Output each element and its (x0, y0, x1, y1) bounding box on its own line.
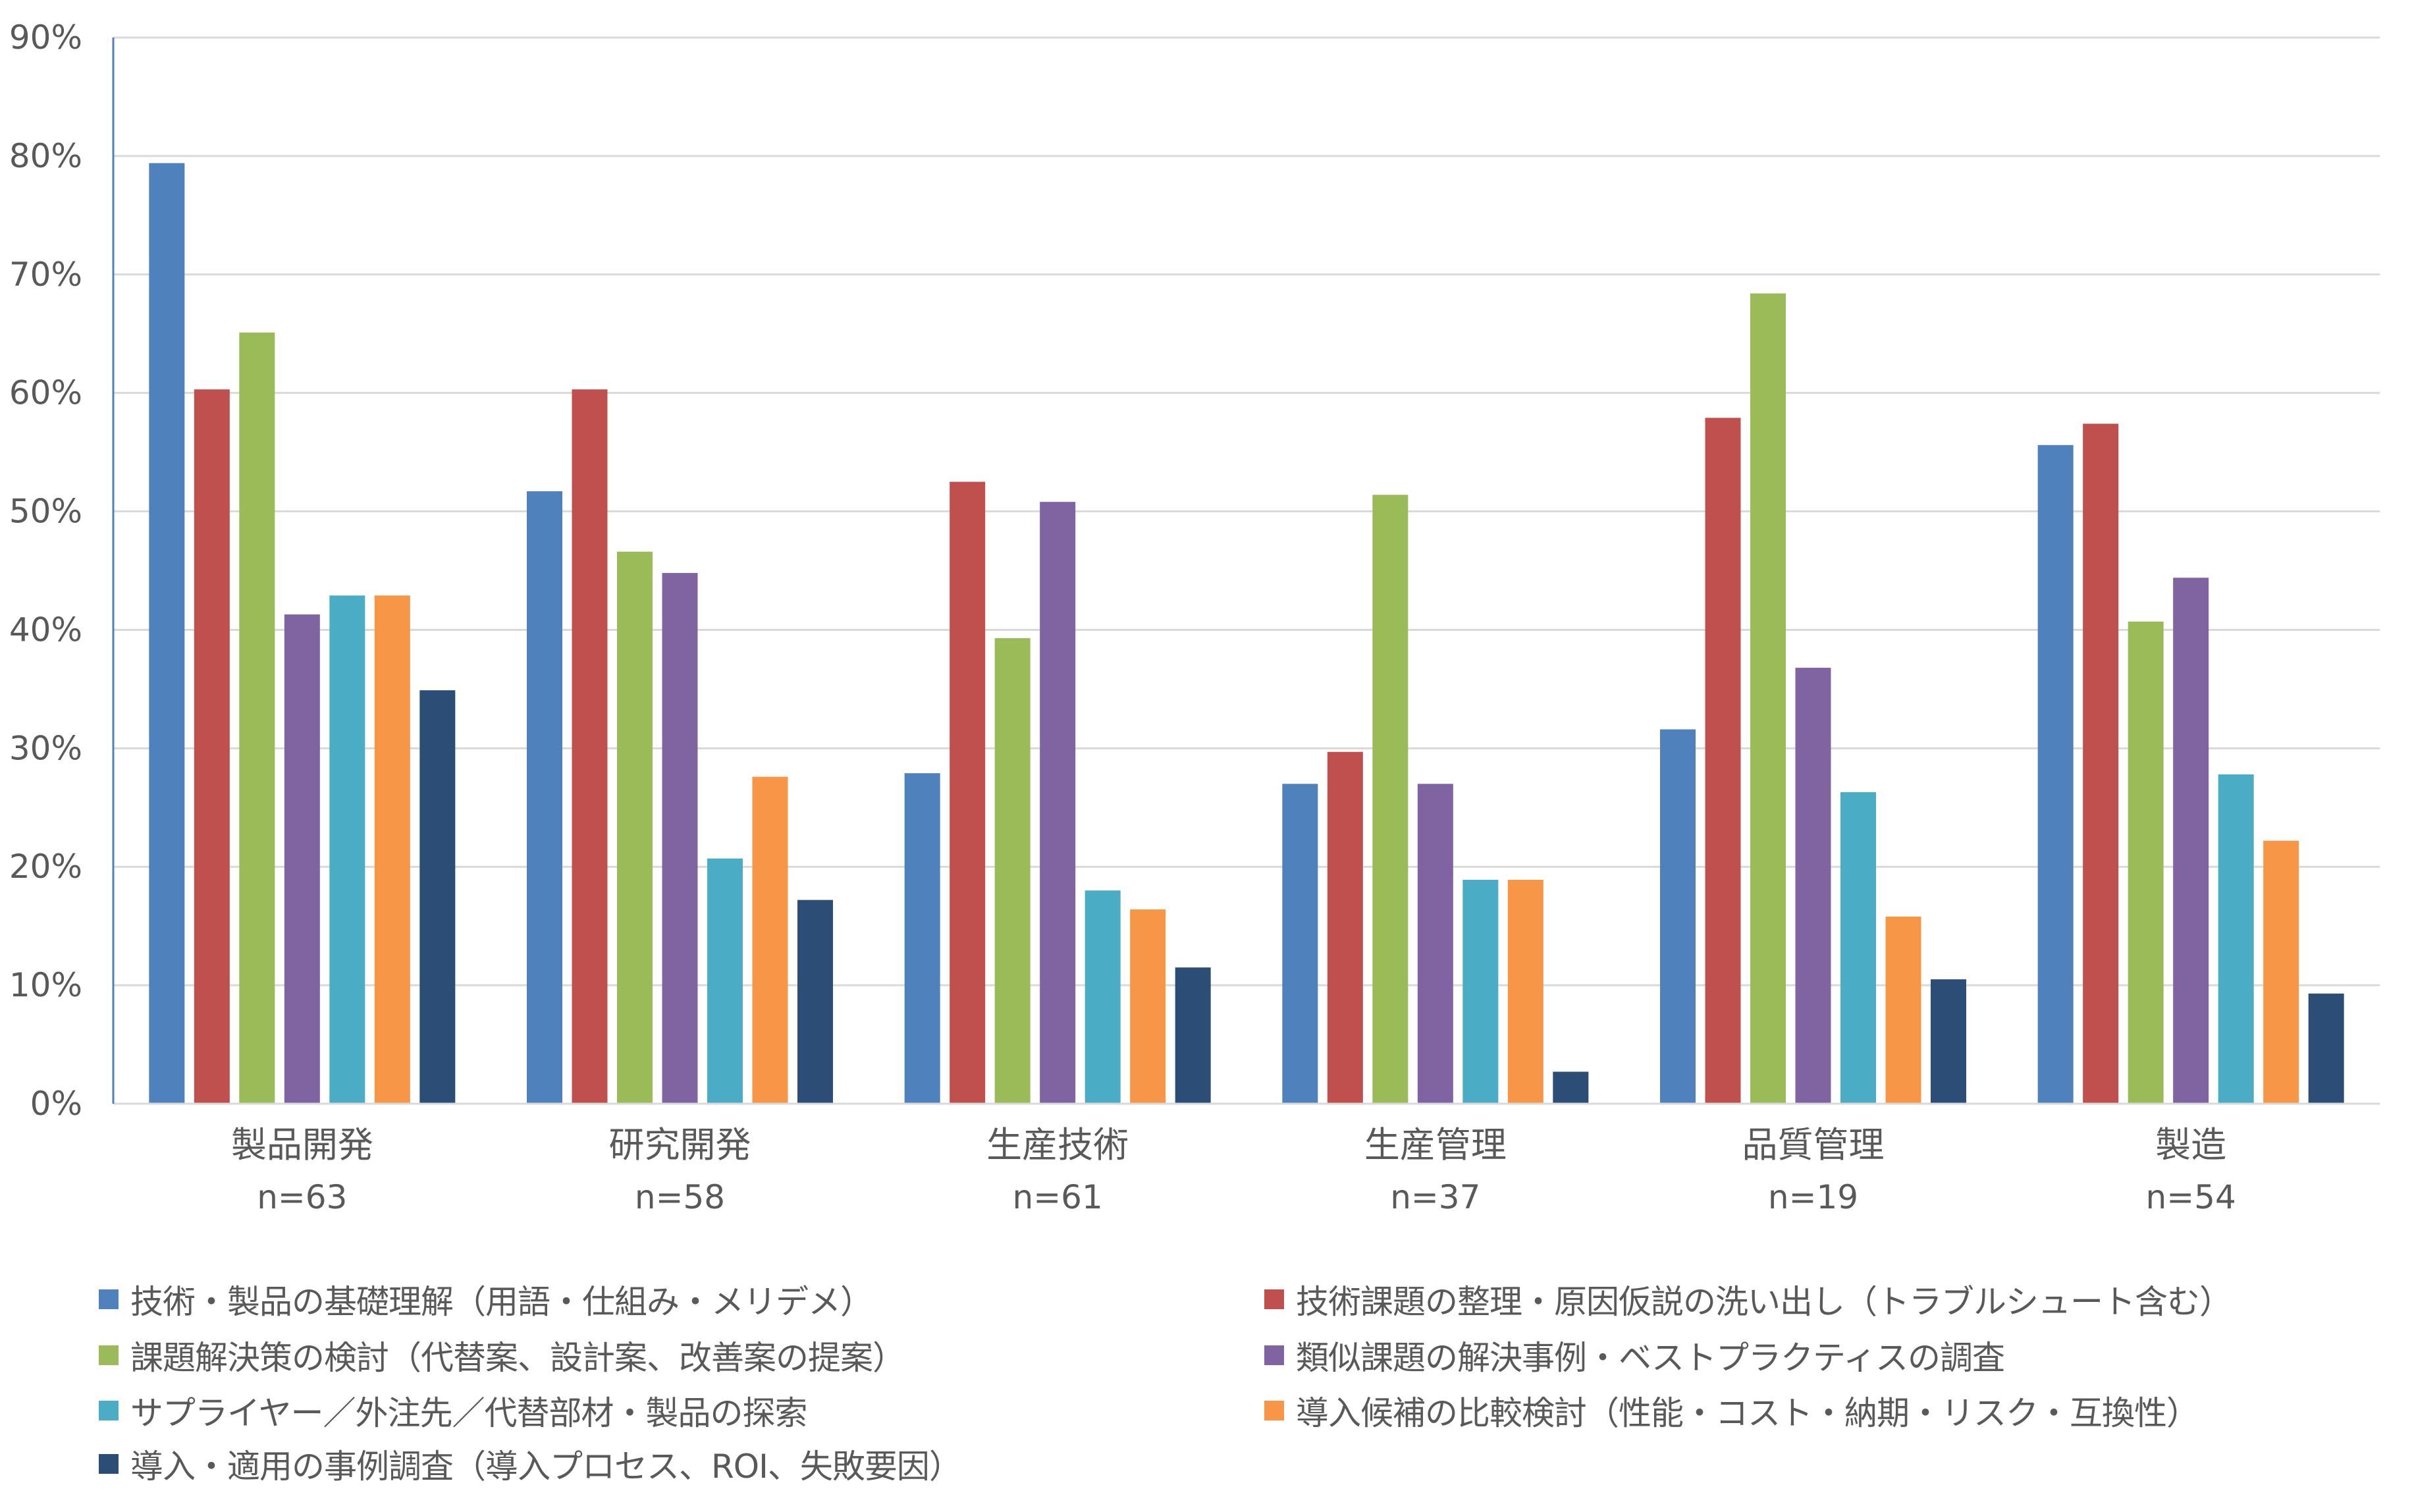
legend-label: 技術課題の整理・原因仮説の洗い出し（トラブルシュート含む） (1296, 1283, 2232, 1321)
y-tick-label: 10% (9, 966, 82, 1004)
x-category-label: 製品開発 (231, 1124, 373, 1166)
bar-2-7 (797, 900, 833, 1104)
bar-2-1 (527, 491, 562, 1104)
legend-swatch-icon (99, 1401, 119, 1420)
x-category-label: 生産管理 (1364, 1124, 1507, 1166)
x-category-n-label: n=19 (1768, 1178, 1858, 1216)
x-category-n-label: n=63 (257, 1178, 347, 1216)
x-category-n-label: n=58 (635, 1178, 725, 1216)
bar-6-5 (2218, 774, 2254, 1104)
bar-3-6 (1130, 909, 1166, 1104)
bar-2-5 (707, 858, 743, 1104)
bar-2-6 (752, 776, 788, 1104)
legend-swatch-icon (1264, 1401, 1284, 1420)
legend-item[interactable]: 導入・適用の事例調査（導入プロセス、ROI、失敗要因） (99, 1444, 962, 1486)
y-tick-label: 40% (9, 610, 82, 649)
bar-1-2 (194, 389, 230, 1104)
bar-5-7 (1931, 979, 1966, 1104)
legend-swatch-icon (1264, 1289, 1284, 1309)
bar-1-1 (149, 163, 185, 1104)
x-axis-labels: 製品開発 n=63 研究開発 n=58 生産技術 n=61 生産管理 n=37 品質管理 n=19… (231, 1124, 2236, 1216)
bar-4-6 (1507, 880, 1543, 1104)
bar-3-2 (950, 481, 986, 1104)
legend-item[interactable]: 導入候補の比較検討（性能・コスト・納期・リスク・互換性） (1264, 1391, 2199, 1432)
bar-3-3 (994, 638, 1031, 1104)
x-category-n-label: n=61 (1013, 1178, 1103, 1216)
bar-1-6 (374, 595, 410, 1104)
legend-label: 類似課題の解決事例・ベストプラクティスの調査 (1296, 1339, 2005, 1377)
y-tick-label: 90% (9, 18, 82, 57)
bar-5-1 (1660, 729, 1696, 1104)
bar-4-4 (1417, 784, 1453, 1104)
y-tick-label: 0% (30, 1085, 82, 1123)
bar-6-7 (2308, 993, 2344, 1104)
bar-6-1 (2037, 445, 2074, 1104)
bar-1-5 (329, 595, 365, 1104)
legend-label: 技術・製品の基礎理解（用語・仕組み・メリデメ） (130, 1283, 873, 1321)
bar-4-2 (1327, 751, 1363, 1104)
y-axis-ticks: 0% 10% 20% 30% 40% 50% 60% 70% 80% 90% (9, 18, 82, 1123)
bar-4-3 (1372, 495, 1408, 1104)
bar-4-1 (1282, 784, 1318, 1104)
legend-swatch-icon (1264, 1345, 1284, 1365)
bar-3-7 (1175, 967, 1211, 1104)
bar-2-3 (617, 551, 653, 1104)
legend-swatch-icon (99, 1454, 119, 1474)
legend-item[interactable]: サプライヤー／外注先／代替部材・製品の探索 (99, 1391, 807, 1432)
legend-label: 導入・適用の事例調査（導入プロセス、ROI、失敗要因） (130, 1447, 962, 1486)
legend-item[interactable]: 技術・製品の基礎理解（用語・仕組み・メリデメ） (99, 1280, 873, 1321)
bar-5-6 (1885, 916, 1921, 1104)
bar-4-5 (1462, 880, 1499, 1104)
x-category-n-label: n=54 (2146, 1178, 2236, 1216)
bar-6-6 (2263, 840, 2299, 1104)
bar-5-5 (1840, 792, 1876, 1104)
x-category-label: 生産技術 (986, 1124, 1129, 1166)
bar-1-4 (284, 614, 320, 1104)
x-category-label: 品質管理 (1742, 1124, 1885, 1166)
bar-2-4 (662, 573, 698, 1104)
y-tick-label: 60% (9, 374, 82, 412)
y-tick-label: 70% (9, 256, 82, 294)
bars (113, 163, 2380, 1105)
bar-2-2 (572, 389, 608, 1104)
legend-item[interactable]: 課題解決策の検討（代替案、設計案、改善案の提案） (99, 1336, 905, 1377)
bar-3-4 (1040, 502, 1076, 1104)
bar-5-4 (1795, 668, 1831, 1104)
bar-3-5 (1085, 890, 1121, 1104)
legend-label: サプライヤー／外注先／代替部材・製品の探索 (130, 1394, 807, 1432)
gridlines (113, 36, 2380, 1105)
y-tick-label: 80% (9, 137, 82, 175)
x-category-label: 製造 (2155, 1124, 2226, 1166)
bar-6-2 (2083, 423, 2119, 1104)
bar-6-4 (2173, 578, 2209, 1104)
legend-item[interactable]: 類似課題の解決事例・ベストプラクティスの調査 (1264, 1336, 2005, 1377)
bar-1-7 (419, 690, 456, 1104)
x-category-label: 研究開発 (609, 1124, 751, 1166)
legend-item[interactable]: 技術課題の整理・原因仮説の洗い出し（トラブルシュート含む） (1264, 1280, 2232, 1321)
legend-swatch-icon (99, 1289, 119, 1309)
legend-swatch-icon (99, 1345, 119, 1365)
x-category-n-label: n=37 (1390, 1178, 1480, 1216)
y-tick-label: 50% (9, 493, 82, 531)
bar-4-7 (1553, 1071, 1589, 1104)
legend-label: 導入候補の比較検討（性能・コスト・納期・リスク・互換性） (1296, 1394, 2199, 1432)
y-tick-label: 20% (9, 848, 82, 886)
bar-3-1 (904, 773, 940, 1104)
bar-1-3 (239, 332, 275, 1104)
bar-6-3 (2128, 621, 2164, 1104)
bar-5-3 (1750, 293, 1786, 1104)
y-tick-label: 30% (9, 729, 82, 767)
legend-label: 課題解決策の検討（代替案、設計案、改善案の提案） (130, 1339, 905, 1377)
bar-5-2 (1705, 418, 1741, 1104)
